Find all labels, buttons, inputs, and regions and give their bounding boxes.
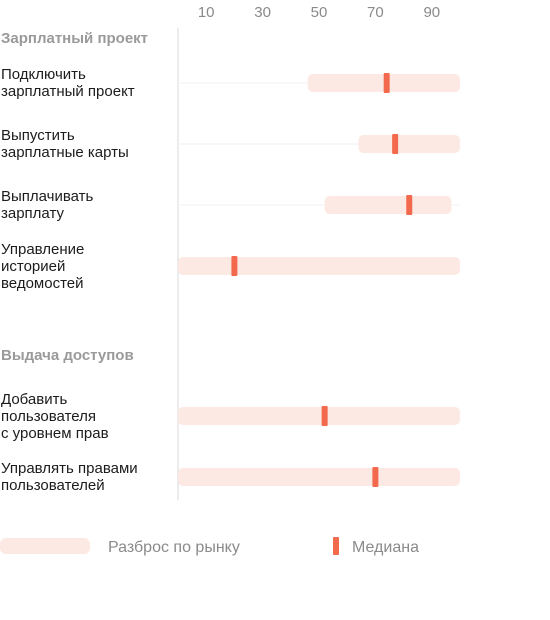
range-bar bbox=[178, 468, 460, 486]
median-marker bbox=[321, 406, 328, 426]
row-label-line: зарплатные карты bbox=[1, 144, 129, 161]
row-label: Выпустить зарплатные карты bbox=[1, 127, 129, 161]
legend-median-label: Медиана bbox=[352, 539, 419, 556]
row-label: Управлять правами пользователей bbox=[1, 460, 138, 494]
range-bar bbox=[178, 407, 460, 425]
row-label-line: Управление bbox=[1, 241, 84, 258]
x-tick-label: 10 bbox=[198, 4, 215, 21]
range-bar bbox=[324, 196, 452, 214]
row-label: Выплачивать зарплату bbox=[1, 188, 94, 222]
row-label-line: ведомостей bbox=[1, 275, 84, 292]
x-tick-label: 70 bbox=[367, 4, 384, 21]
row-label-line: Подключить bbox=[1, 66, 86, 83]
row-label-line: пользователей bbox=[1, 477, 105, 494]
row-label-line: Добавить bbox=[1, 391, 67, 408]
group-title: Зарплатный проект bbox=[1, 30, 148, 47]
x-tick-label: 90 bbox=[423, 4, 440, 21]
median-marker bbox=[392, 134, 399, 154]
legend-range-label: Разброс по рынку bbox=[108, 539, 240, 556]
x-tick-label: 30 bbox=[254, 4, 271, 21]
row-label-line: Выпустить bbox=[1, 127, 75, 144]
row-label-line: Управлять правами bbox=[1, 460, 138, 477]
x-tick-label: 50 bbox=[311, 4, 328, 21]
median-marker bbox=[231, 256, 238, 276]
legend-median-swatch bbox=[333, 537, 339, 555]
row-label-line: историей bbox=[1, 258, 65, 275]
row-label: Добавить пользователя с уровнем прав bbox=[1, 391, 109, 442]
group-title: Выдача доступов bbox=[1, 347, 134, 364]
range-bar bbox=[358, 135, 460, 153]
median-marker bbox=[383, 73, 390, 93]
row-label: Подключить зарплатный проект bbox=[1, 66, 135, 100]
row-label-line: пользователя bbox=[1, 408, 96, 425]
row-label-line: зарплату bbox=[1, 205, 64, 222]
median-marker bbox=[406, 195, 413, 215]
row-label-line: Выплачивать bbox=[1, 188, 94, 205]
row-label-line: зарплатный проект bbox=[1, 83, 135, 100]
median-marker bbox=[372, 467, 379, 487]
row-label-line: с уровнем прав bbox=[1, 425, 109, 442]
range-bar bbox=[178, 257, 460, 275]
legend-range-swatch bbox=[0, 538, 90, 554]
row-label: Управление историей ведомостей bbox=[1, 241, 84, 292]
